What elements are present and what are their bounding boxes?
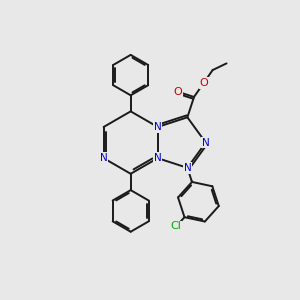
Text: N: N <box>154 122 162 132</box>
Text: Cl: Cl <box>171 221 182 232</box>
Text: N: N <box>154 153 162 163</box>
Text: N: N <box>184 163 191 173</box>
Text: N: N <box>202 138 210 148</box>
Text: O: O <box>200 78 208 88</box>
Text: O: O <box>173 87 182 97</box>
Text: N: N <box>100 153 107 163</box>
